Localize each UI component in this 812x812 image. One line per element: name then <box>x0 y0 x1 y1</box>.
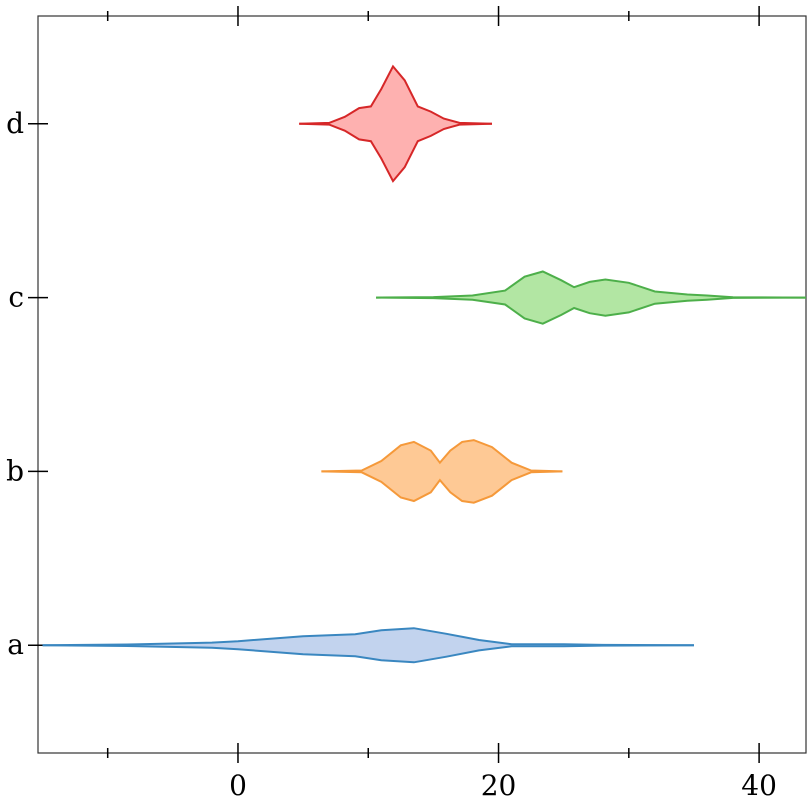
violin-outline-top <box>376 270 807 299</box>
violin-outline-bottom <box>321 470 563 504</box>
violin-outline-bottom <box>42 644 695 664</box>
violin-outline-top <box>321 439 563 473</box>
violin-body <box>376 271 806 324</box>
violin-outline-bottom <box>376 296 807 325</box>
y-tick-label: c <box>8 281 24 314</box>
violin-outline-top <box>42 627 695 647</box>
y-tick-label: d <box>6 107 24 140</box>
y-tick-label: a <box>7 628 24 661</box>
x-tick-label: 0 <box>229 769 247 802</box>
y-tick-label: b <box>6 454 24 487</box>
violin-body <box>299 66 492 182</box>
plot-frame <box>37 15 807 754</box>
violin-outline-top <box>299 64 493 125</box>
violin-outline-bottom <box>299 122 493 183</box>
x-tick-label: 20 <box>481 769 517 802</box>
x-tick-label: 40 <box>741 769 777 802</box>
violin-body <box>42 628 695 663</box>
